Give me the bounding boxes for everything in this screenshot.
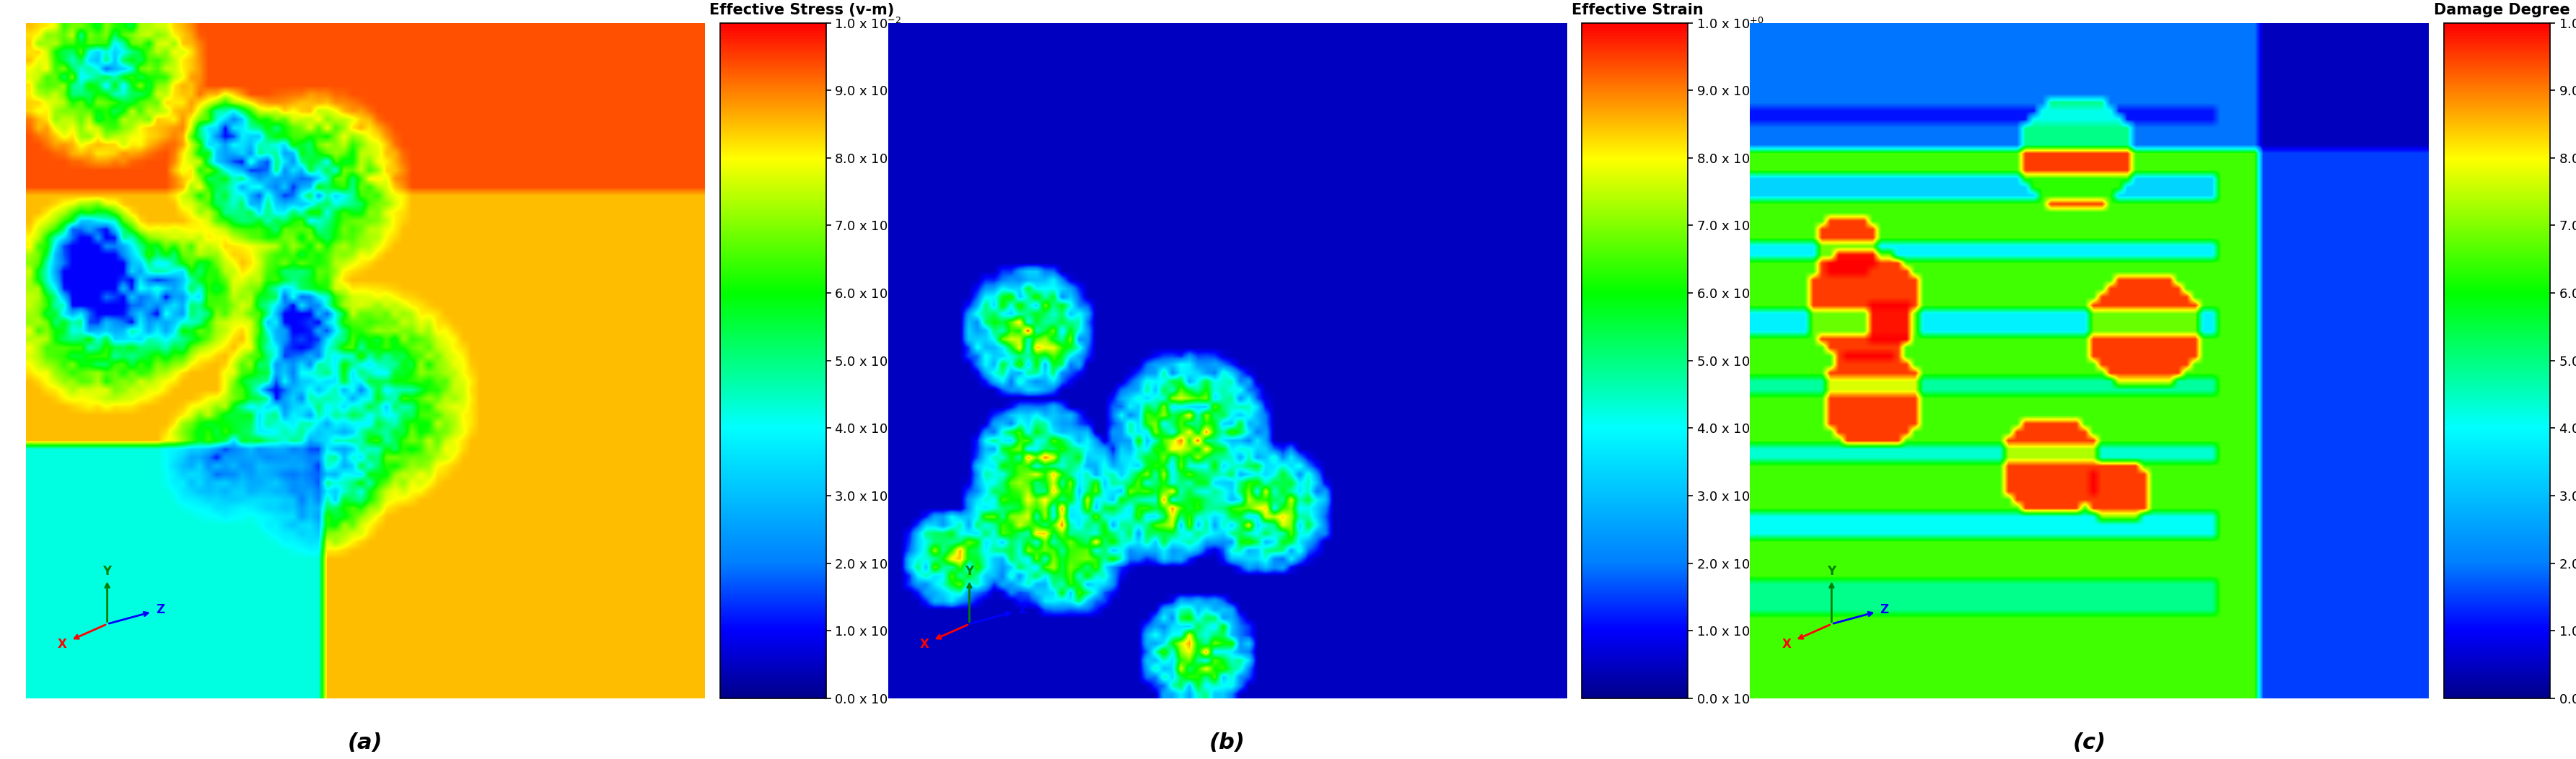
Text: X: X <box>57 638 67 650</box>
Text: Damage Degree: Damage Degree <box>2434 3 2571 17</box>
Text: Effective Strain: Effective Strain <box>1571 3 1703 17</box>
Text: (a): (a) <box>348 732 384 753</box>
Text: X: X <box>920 638 930 650</box>
Text: Y: Y <box>1826 565 1837 578</box>
Text: Z: Z <box>155 603 165 616</box>
Text: (c): (c) <box>2074 732 2107 753</box>
Text: Z: Z <box>1880 603 1888 616</box>
Text: Y: Y <box>966 565 974 578</box>
Text: Z: Z <box>1018 603 1028 616</box>
Text: (b): (b) <box>1208 732 1244 753</box>
Text: Effective Stress (v-m): Effective Stress (v-m) <box>708 3 894 17</box>
Text: X: X <box>1783 638 1790 650</box>
Text: Y: Y <box>103 565 111 578</box>
